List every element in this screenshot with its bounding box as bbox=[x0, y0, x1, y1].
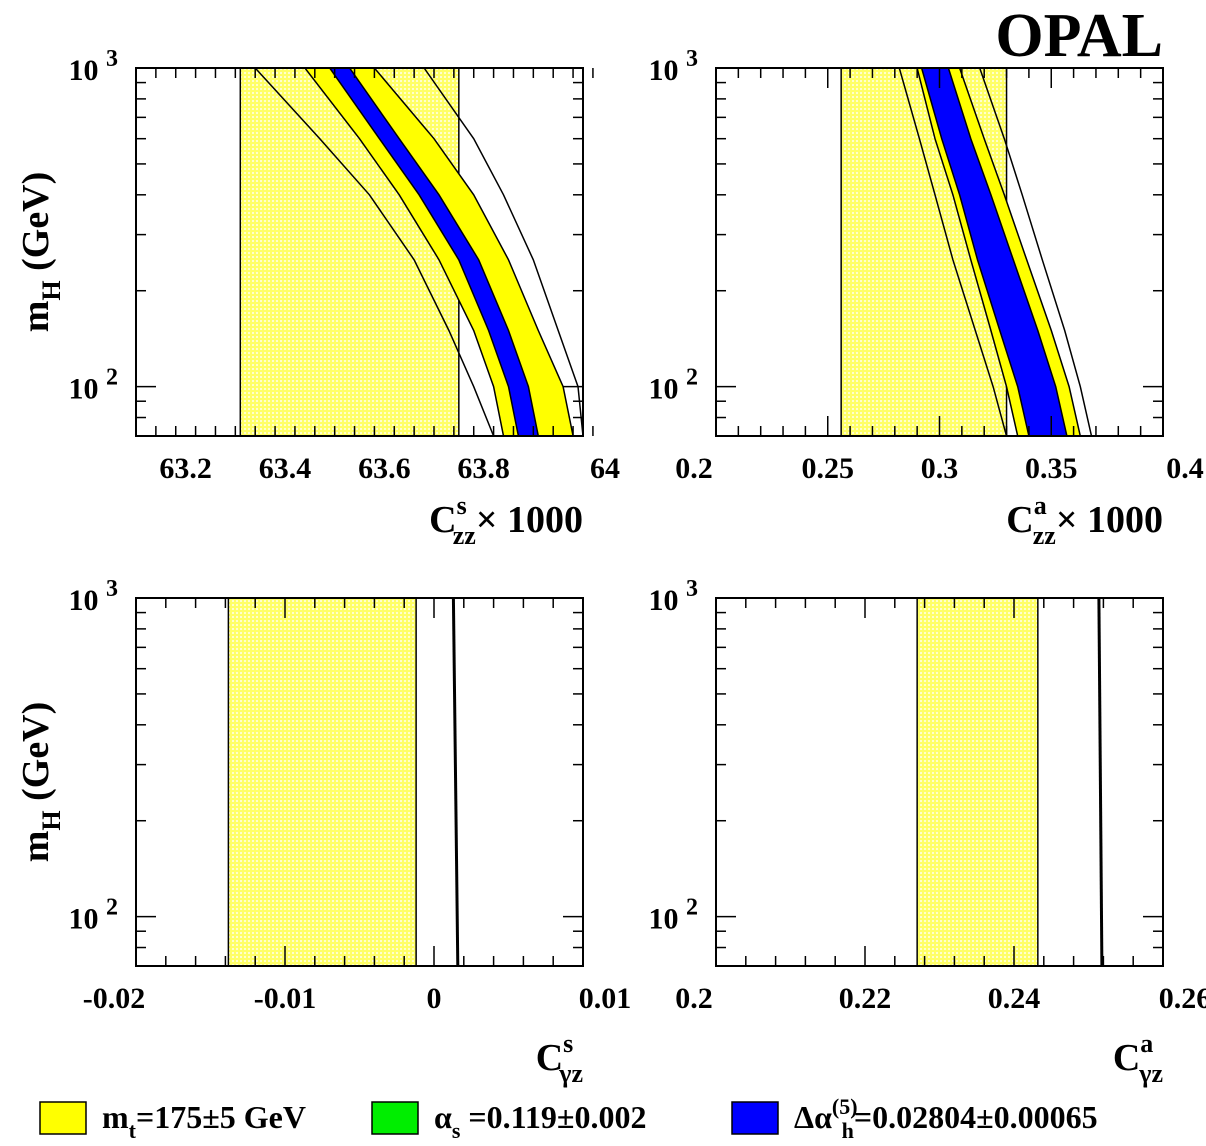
plot-area bbox=[840, 68, 1093, 436]
x-tick-label: 0.24 bbox=[988, 982, 1041, 1015]
legend-item-mt: mt=175±5 GeV bbox=[39, 1099, 306, 1143]
x-tick-label: 63.4 bbox=[259, 452, 312, 485]
x-tick-label: 0.3 bbox=[921, 452, 959, 485]
x-tick-label: 0 bbox=[427, 982, 442, 1015]
legend-swatch bbox=[371, 1101, 419, 1135]
x-tick-label: -0.02 bbox=[83, 982, 146, 1015]
x-axis-label: Ca zz× 1000 bbox=[1006, 491, 1163, 550]
x-tick-label: 63.8 bbox=[457, 452, 510, 485]
x-tick-label: 0.35 bbox=[1025, 452, 1078, 485]
measurement-band bbox=[227, 598, 417, 966]
uncertainty-edge-line-1 bbox=[898, 68, 1008, 436]
x-tick-label: 63.2 bbox=[159, 452, 212, 485]
uncertainty-edge-line-2 bbox=[978, 68, 1093, 436]
x-tick-label: 0.2 bbox=[675, 452, 713, 485]
legend-label: αs =0.119±0.002 bbox=[434, 1099, 646, 1143]
uncertainty-edge-line-1 bbox=[254, 68, 495, 436]
y-tick-label: 10 3 bbox=[69, 576, 119, 617]
panel-bottom-right: 0.2 0.22 0.24 0.26 10 2 10 3 Ca γz bbox=[649, 576, 1206, 1088]
x-tick-label: -0.01 bbox=[254, 982, 317, 1015]
panel-frame bbox=[715, 597, 1164, 967]
x-tick-label: 0.25 bbox=[802, 452, 855, 485]
x-tick-label: 63.6 bbox=[358, 452, 411, 485]
panel-frame bbox=[135, 67, 584, 437]
legend: mt=175±5 GeV αs =0.119±0.002 Δα(5) h=0.0280… bbox=[39, 1094, 1098, 1143]
x-tick-label: 0.26 bbox=[1159, 982, 1206, 1015]
y-tick-label: 10 3 bbox=[649, 576, 699, 617]
legend-label: mt=175±5 GeV bbox=[102, 1099, 306, 1143]
y-tick-label: 10 2 bbox=[649, 895, 699, 936]
delta-alpha-band bbox=[920, 68, 1068, 436]
prediction-line bbox=[451, 598, 460, 966]
panel-frame bbox=[135, 597, 584, 967]
delta-alpha-band bbox=[328, 68, 540, 436]
measurement-band bbox=[916, 598, 1039, 966]
panel-top-right: 0.2 0.25 0.3 0.35 0.4 10 2 10 3 Ca zz× 1000 bbox=[649, 46, 1204, 550]
x-tick-label: 0.22 bbox=[839, 982, 892, 1015]
y-tick-label: 10 3 bbox=[649, 46, 699, 87]
y-axis-label: mH (GeV) bbox=[15, 702, 66, 863]
panel-bottom-left: -0.02 -0.01 0 0.01 10 2 10 3 Cs γz mH (GeV) bbox=[15, 576, 631, 1088]
y-tick-label: 10 2 bbox=[69, 365, 119, 406]
x-axis-label: Cs zz× 1000 bbox=[429, 491, 583, 550]
opal-brand-label: OPAL bbox=[995, 2, 1163, 70]
x-tick-label: 0.4 bbox=[1166, 452, 1204, 485]
plot-area bbox=[227, 598, 460, 966]
plot-area bbox=[916, 598, 1104, 966]
panels: 63.2 63.4 63.6 63.8 64 10 2 10 3 Cs zz× 1000 mH (… bbox=[15, 46, 1206, 1088]
x-tick-label: 0.2 bbox=[675, 982, 713, 1015]
legend-item-delta: Δα(5) h=0.02804±0.00065 bbox=[731, 1094, 1098, 1143]
x-axis-label: Ca γz bbox=[1113, 1029, 1163, 1088]
y-tick-label: 10 3 bbox=[69, 46, 119, 87]
legend-swatch bbox=[39, 1101, 87, 1135]
plot-area bbox=[239, 68, 583, 436]
panel-top-left: 63.2 63.4 63.6 63.8 64 10 2 10 3 Cs zz× 1000 mH (… bbox=[15, 46, 620, 550]
legend-label: Δα(5) h=0.02804±0.00065 bbox=[794, 1094, 1098, 1143]
x-axis-label: Cs γz bbox=[536, 1029, 583, 1088]
legend-swatch bbox=[731, 1101, 779, 1135]
prediction-line bbox=[1097, 598, 1104, 966]
legend-item-alpha: αs =0.119±0.002 bbox=[371, 1099, 646, 1143]
y-tick-label: 10 2 bbox=[649, 365, 699, 406]
y-tick-label: 10 2 bbox=[69, 895, 119, 936]
y-axis-label: mH (GeV) bbox=[15, 172, 66, 333]
x-tick-label: 64 bbox=[590, 452, 620, 485]
x-tick-label: 0.01 bbox=[579, 982, 632, 1015]
